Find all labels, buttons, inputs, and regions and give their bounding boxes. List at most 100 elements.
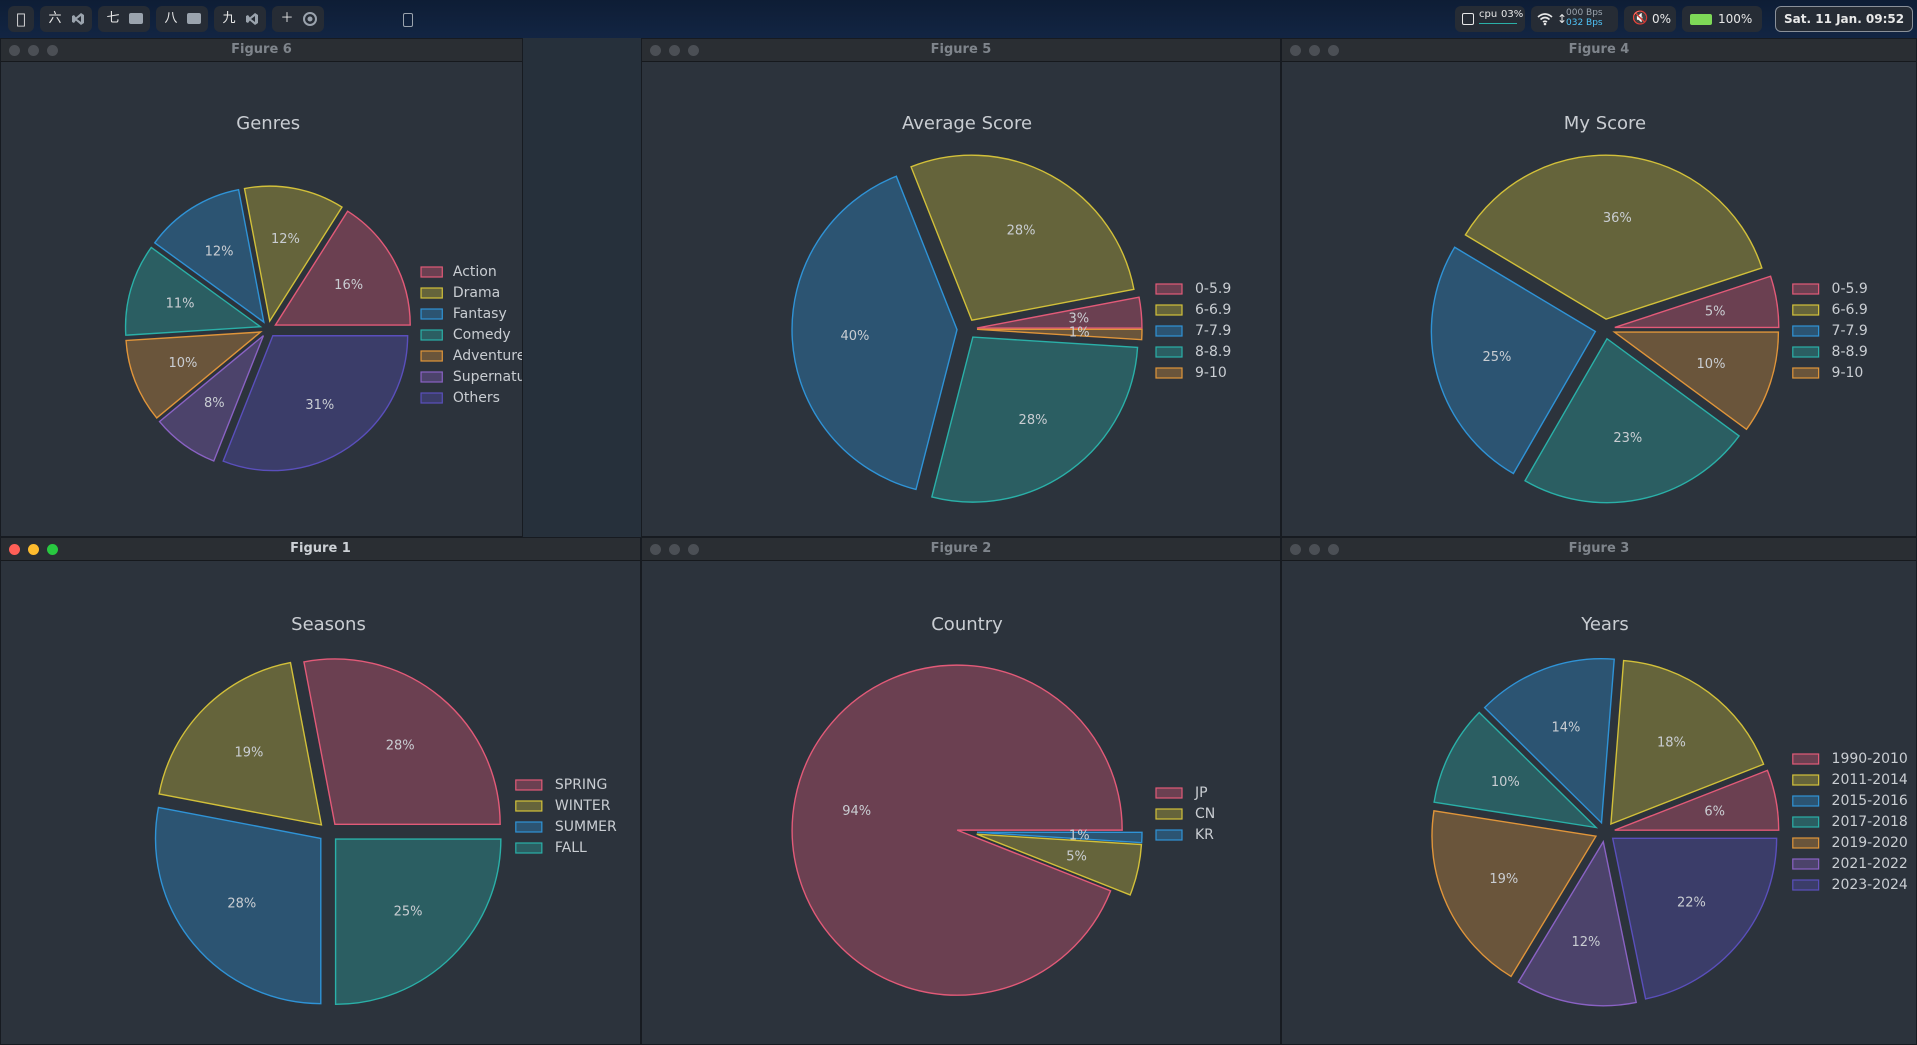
legend-label: 2023-2024 [1832,877,1908,893]
window-titlebar[interactable]: Figure 1 [1,538,640,561]
window-title: Figure 4 [1568,42,1630,57]
workspace-label: 七 [106,11,120,26]
legend-label: 2017-2018 [1832,814,1908,830]
chrome-icon [303,12,317,26]
zoom-button[interactable] [1328,544,1339,555]
close-button[interactable] [9,544,20,555]
workspace-label: 八 [164,11,178,26]
network-arrows-icon: ↕ [1557,12,1568,26]
pie-slice-drama [243,185,343,323]
pie-slice-percentage: 23% [1613,431,1642,446]
minimize-button[interactable] [28,45,39,56]
figure-window[interactable]: Figure 3 Years 6% 18% 14% 10% 19% 12% 22% 1990-2… [1281,537,1917,1045]
chart-title: Seasons [291,614,366,635]
legend-swatch [515,821,543,833]
minimize-button[interactable] [1309,45,1320,56]
legend-swatch [515,779,543,791]
figure-window[interactable]: Figure 6 Genres 16% 12% 12% 11% 10% 8% 31% Actio… [0,38,523,537]
years-pie-chart: Years 6% 18% 14% 10% 19% 12% 22% 1990-2010 2011-2… [1431,614,1908,1007]
legend-label: 6-6.9 [1832,302,1868,318]
cpu-label: cpu [1479,9,1498,20]
legend-swatch [1792,753,1820,765]
figure-window[interactable]: Figure 4 My Score 5% 36% 25% 23% 10% 0-5.9 6-6.… [1281,38,1917,537]
pie-slice-0-5-9 [976,296,1143,329]
pie-slice-adventure [125,331,263,419]
figure-window[interactable]: Figure 2 Country 94% 5% 1% JP CN KR [641,537,1281,1045]
legend-swatch [420,350,443,362]
window-title: Figure 3 [1568,541,1630,556]
pie-slice-6-6-9 [1464,154,1763,320]
clipboard-icon [403,13,413,27]
workspace-6[interactable]: 六 [40,6,92,32]
pie-slice-percentage: 12% [271,232,300,247]
close-button[interactable] [650,544,661,555]
battery-widget[interactable]: 100% [1682,6,1762,32]
legend-swatch [1792,325,1820,337]
minimize-button[interactable] [669,544,680,555]
legend-swatch [420,287,443,299]
legend-label: SUMMER [555,819,617,835]
window-title: Figure 5 [930,42,992,57]
apple-menu-button[interactable]:  [8,6,34,32]
legend-swatch [1155,283,1183,295]
pie-slice-cn [976,833,1143,896]
datetime-widget[interactable]: Sat. 11 Jan. 09:52 [1775,6,1913,32]
window-titlebar[interactable]: Figure 4 [1282,39,1916,62]
average-score-pie-chart: Average Score 3% 28% 40% 28% 1% 0-5.9 6-6.9 7-7.… [791,113,1231,503]
wifi-icon [1537,13,1553,26]
legend-swatch [1792,283,1820,295]
folder-icon [129,13,143,24]
close-button[interactable] [1290,45,1301,56]
legend-swatch [1792,837,1820,849]
close-button[interactable] [9,45,20,56]
close-button[interactable] [650,45,661,56]
pie-slice-8-8-9 [930,336,1139,503]
window-titlebar[interactable]: Figure 3 [1282,538,1916,561]
legend-label: Supernatural [453,369,523,385]
network-widget[interactable]: ↕ 000 Bps 032 Bps [1531,6,1618,32]
zoom-button[interactable] [688,45,699,56]
workspace-9[interactable]: 九 [214,6,266,32]
window-titlebar[interactable]: Figure 2 [642,538,1280,561]
window-titlebar[interactable]: Figure 6 [1,39,522,62]
menu-bar:  六 七 八 九 ＋ cpu 03% ↕ 000 Bps 032 Bps 🔇 … [0,0,1917,38]
network-down-value: 032 Bps [1566,18,1603,28]
legend-swatch [1155,787,1183,799]
pie-slice-spring [303,658,501,825]
zoom-button[interactable] [688,544,699,555]
zoom-button[interactable] [47,45,58,56]
pie-slice-percentage: 1% [1069,829,1090,844]
pie-slice-percentage: 14% [1551,720,1580,735]
figure-window[interactable]: Figure 1 Seasons 28% 19% 28% 25% SPRING WINTER… [0,537,641,1045]
pie-slice-percentage: 8% [204,396,225,411]
zoom-button[interactable] [1328,45,1339,56]
workspace-7[interactable]: 七 [98,6,150,32]
cpu-value: 03% [1501,9,1524,20]
window-titlebar[interactable]: Figure 5 [642,39,1280,62]
workspace-8[interactable]: 八 [156,6,208,32]
my-score-pie-chart: My Score 5% 36% 25% 23% 10% 0-5.9 6-6.9 7-7.9 8-8… [1430,113,1868,504]
legend-swatch [420,266,443,278]
legend-label: Adventure [453,348,523,364]
close-button[interactable] [1290,544,1301,555]
legend-swatch [1155,346,1183,358]
pie-slice-supernatural [158,335,265,462]
cpu-widget[interactable]: cpu 03% [1455,6,1525,32]
minimize-button[interactable] [1309,544,1320,555]
pie-slice-comedy [124,246,263,336]
workspace-label: ＋ [280,11,294,26]
legend-label: SPRING [555,777,608,793]
legend-label: 2011-2014 [1832,772,1908,788]
pie-slice-fall [334,838,502,1006]
workspace-new[interactable]: ＋ [272,6,413,32]
figure-window[interactable]: Figure 5 Average Score 3% 28% 40% 28% 1% 0-5.9… [641,38,1281,537]
minimize-button[interactable] [669,45,680,56]
zoom-button[interactable] [47,544,58,555]
pie-slice-2021-2022 [1517,839,1638,1007]
legend-swatch [1155,325,1183,337]
volume-widget[interactable]: 🔇 0% [1624,6,1676,32]
battery-icon [1690,14,1712,25]
minimize-button[interactable] [28,544,39,555]
pie-slice-percentage: 10% [168,356,197,371]
chart-title: Years [1580,614,1629,635]
